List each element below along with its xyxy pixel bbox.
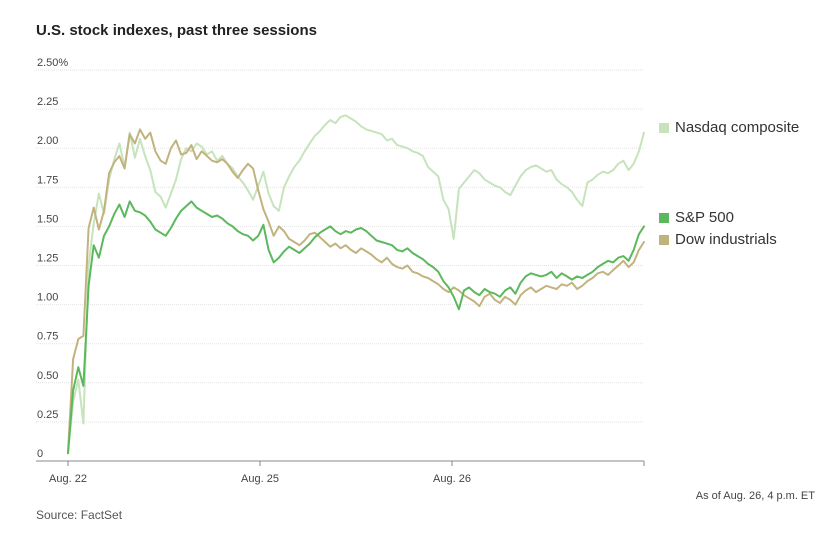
legend-swatch-sp500 (659, 212, 669, 223)
x-axis: Aug. 22 Aug. 25 Aug. 26 (49, 461, 645, 485)
y-tick-label: 0 (37, 448, 43, 460)
x-tick-label: Aug. 25 (241, 473, 279, 485)
legend-label-nasdaq: Nasdaq composite (675, 119, 800, 136)
x-tick-label: Aug. 26 (433, 473, 471, 485)
series-lines (67, 114, 645, 455)
legend-label-dow: Dow industrials (675, 231, 777, 248)
source-credit: Source: FactSet (36, 508, 123, 522)
y-tick-label: 0.75 (37, 331, 58, 343)
y-tick-label: 2.50% (37, 57, 68, 69)
y-tick-label: 2.00 (37, 135, 58, 147)
legend-item-nasdaq: Nasdaq composite (659, 119, 799, 136)
x-tick-label: Aug. 22 (49, 473, 87, 485)
legend-swatch-dow (659, 234, 669, 245)
y-tick-label: 1.00 (37, 292, 58, 304)
y-tick-label: 0.25 (37, 409, 58, 421)
legend-swatch-nasdaq (659, 122, 669, 133)
y-axis-ticks: 2.50% 2.25 2.00 1.75 1.50 1.25 1.00 0.75 0.50 0.2… (37, 57, 68, 460)
series-line-nasdaq-composite (67, 114, 645, 455)
series-line-s-p-500 (67, 200, 645, 455)
gridlines (36, 69, 644, 462)
legend-item-sp500: S&P 500 (659, 209, 734, 226)
legend-item-dow: Dow industrials (659, 231, 777, 248)
y-tick-label: 1.50 (37, 213, 58, 225)
y-tick-label: 2.25 (37, 96, 58, 108)
series-line-dow-industrials (67, 128, 645, 455)
y-tick-label: 0.50 (37, 370, 58, 382)
chart-title: U.S. stock indexes, past three sessions (36, 22, 317, 39)
y-tick-label: 1.25 (37, 253, 58, 265)
y-tick-label: 1.75 (37, 174, 58, 186)
timestamp-note: As of Aug. 26, 4 p.m. ET (695, 490, 815, 502)
legend-label-sp500: S&P 500 (675, 209, 734, 226)
